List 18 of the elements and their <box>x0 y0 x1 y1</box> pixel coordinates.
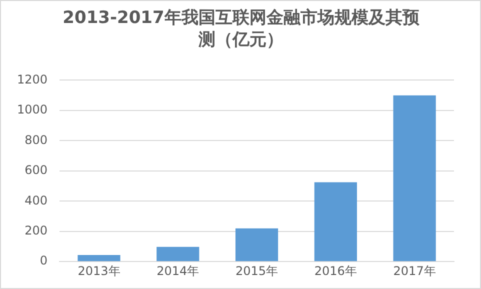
x-tick-label: 2014年 <box>156 264 200 278</box>
bar <box>78 254 120 262</box>
bar <box>156 246 200 262</box>
y-tick-label: 400 <box>24 193 48 208</box>
x-tick-label: 2015年 <box>235 264 278 278</box>
x-tick-label: 2017年 <box>393 264 436 278</box>
y-tick-label: 1200 <box>16 72 48 86</box>
chart-title: 2013-2017年我国互联网金融市场规模及其预测（亿元） <box>62 7 420 51</box>
bar <box>314 182 357 262</box>
y-tick-label: 800 <box>24 132 48 147</box>
bar <box>393 95 436 262</box>
y-tick-label: 200 <box>24 223 48 238</box>
x-tick-label: 2013年 <box>78 264 120 278</box>
bar <box>235 228 278 262</box>
y-tick-label: 600 <box>24 163 48 178</box>
x-tick-label: 2016年 <box>314 264 357 278</box>
y-tick-label: 0 <box>40 254 48 268</box>
y-tick-label: 1000 <box>16 102 48 117</box>
